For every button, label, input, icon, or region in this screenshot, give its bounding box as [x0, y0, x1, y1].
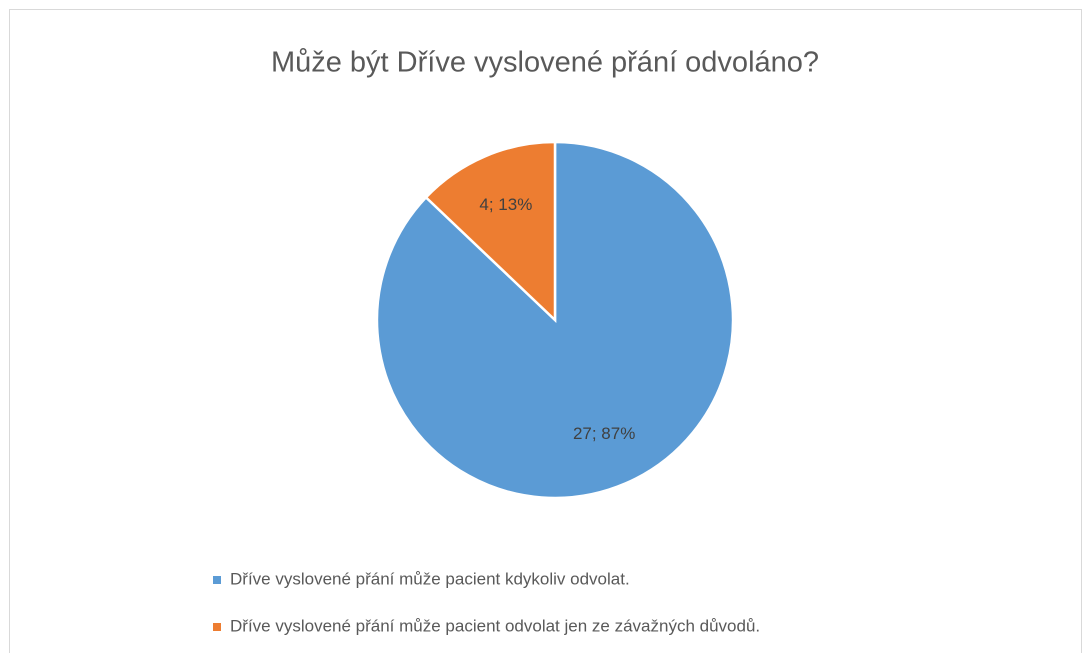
pie-slice — [375, 140, 735, 500]
legend-label: Dříve vyslovené přání může pacient odvol… — [230, 616, 760, 635]
data-label: 4; 13% — [479, 195, 532, 214]
pie-slice — [424, 140, 557, 323]
chart-title: Může být Dříve vyslovené přání odvoláno? — [271, 47, 819, 79]
legend-marker — [213, 576, 221, 584]
legend-label: Dříve vyslovené přání může pacient kdyko… — [230, 569, 630, 588]
legend-marker — [213, 623, 221, 631]
data-label: 27; 87% — [573, 424, 635, 443]
